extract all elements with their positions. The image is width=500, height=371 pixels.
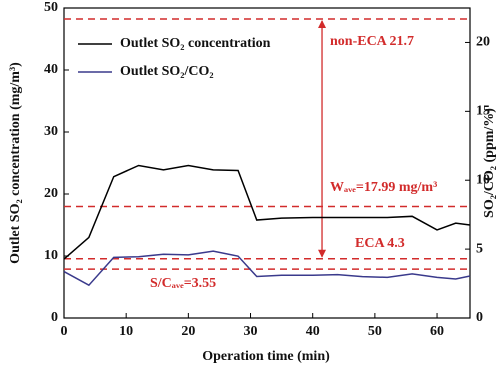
- legend-label: Outlet SO₂/CO₂: [120, 64, 214, 79]
- y-tick-label: 50: [44, 0, 58, 15]
- reference-label: Wₐᵥₑ=17.99 mg/m³: [330, 180, 437, 195]
- x-tick-label: 10: [119, 324, 133, 339]
- arrow-head: [318, 20, 327, 29]
- y2-tick-label: 20: [476, 35, 490, 50]
- y-tick-label: 40: [44, 62, 58, 77]
- y2-tick-label: 15: [476, 104, 490, 119]
- x-tick-label: 30: [244, 324, 258, 339]
- series-line: [63, 250, 471, 287]
- x-tick-label: 50: [368, 324, 382, 339]
- y-tick-label: 10: [44, 248, 58, 263]
- arrow-head: [318, 249, 327, 258]
- reference-label: S/Cₐᵥₑ=3.55: [150, 276, 216, 291]
- x-tick-label: 0: [61, 324, 68, 339]
- y2-tick-label: 10: [476, 172, 490, 187]
- x-tick-label: 40: [306, 324, 320, 339]
- y-tick-label: 0: [51, 310, 58, 325]
- y2-axis-label: SO₂/CO₂ (ppm/%): [482, 108, 497, 218]
- x-tick-label: 20: [181, 324, 195, 339]
- reference-label: ECA 4.3: [355, 236, 405, 251]
- x-axis-label: Operation time (min): [202, 349, 330, 364]
- y2-tick-label: 0: [476, 310, 483, 325]
- y2-tick-label: 5: [476, 241, 483, 256]
- y-tick-label: 30: [44, 124, 58, 139]
- reference-label: non-ECA 21.7: [330, 34, 414, 49]
- legend-label: Outlet SO₂ concentration: [120, 36, 271, 51]
- x-tick-label: 60: [430, 324, 444, 339]
- y-tick-label: 20: [44, 186, 58, 201]
- plot-frame: [63, 7, 471, 319]
- y-axis-label: Outlet SO₂ concentration (mg/m³): [8, 62, 23, 264]
- series-line: [63, 164, 471, 260]
